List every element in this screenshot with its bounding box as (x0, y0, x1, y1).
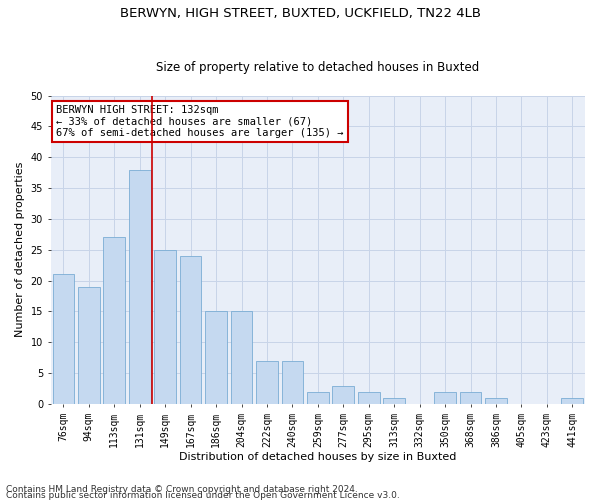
Bar (281, 361, 303, 404)
Text: Contains public sector information licensed under the Open Government Licence v3: Contains public sector information licen… (6, 490, 400, 500)
Bar (460, 392, 481, 404)
Bar (53, 274, 74, 404)
Bar (434, 392, 456, 404)
Y-axis label: Number of detached properties: Number of detached properties (15, 162, 25, 338)
Text: BERWYN, HIGH STREET, BUXTED, UCKFIELD, TN22 4LB: BERWYN, HIGH STREET, BUXTED, UCKFIELD, T… (119, 8, 481, 20)
Bar (307, 392, 329, 404)
Bar (180, 256, 202, 404)
Bar (485, 398, 507, 404)
Bar (256, 361, 278, 404)
Bar (154, 250, 176, 404)
Bar (205, 312, 227, 404)
Title: Size of property relative to detached houses in Buxted: Size of property relative to detached ho… (156, 60, 479, 74)
Text: Contains HM Land Registry data © Crown copyright and database right 2024.: Contains HM Land Registry data © Crown c… (6, 484, 358, 494)
Bar (383, 398, 405, 404)
Bar (103, 238, 125, 404)
Bar (332, 386, 354, 404)
Bar (562, 398, 583, 404)
Bar (78, 287, 100, 404)
X-axis label: Distribution of detached houses by size in Buxted: Distribution of detached houses by size … (179, 452, 457, 462)
Bar (129, 170, 151, 404)
Text: BERWYN HIGH STREET: 132sqm
← 33% of detached houses are smaller (67)
67% of semi: BERWYN HIGH STREET: 132sqm ← 33% of deta… (56, 105, 344, 138)
Bar (358, 392, 380, 404)
Bar (231, 312, 253, 404)
